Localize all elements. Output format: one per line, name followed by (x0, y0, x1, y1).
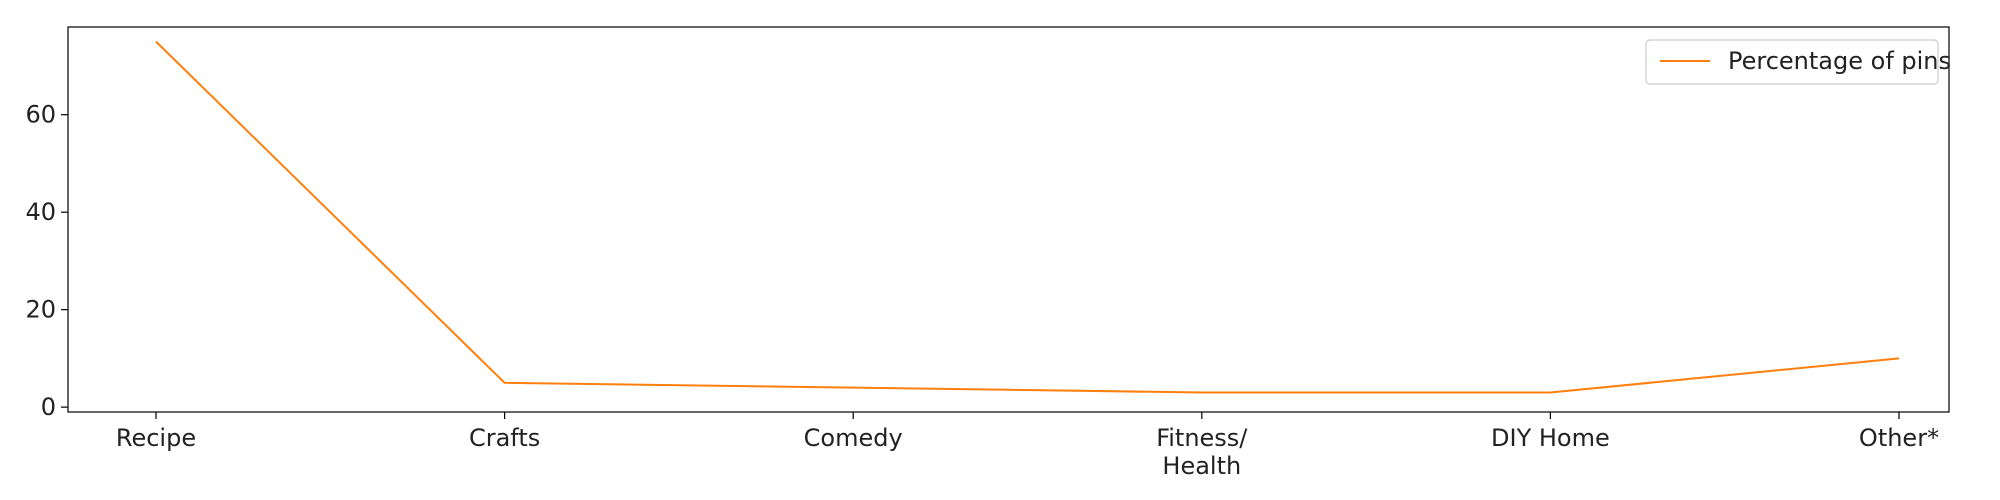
x-tick-label: Fitness/Health (1156, 424, 1248, 480)
x-tick-label-line: Other* (1859, 424, 1939, 452)
y-tick-label: 0 (41, 393, 56, 421)
x-tick-label: Other* (1859, 424, 1939, 452)
series-layer (155, 40, 1900, 394)
x-tick-label-line: Recipe (116, 424, 196, 452)
x-axis: Recipe Crafts Comedy Fitness/Health DIY Home… (116, 412, 1939, 480)
legend-box (1645, 39, 1939, 85)
x-tick-label: DIY Home (1491, 424, 1610, 452)
y-tick-label: 20 (25, 296, 56, 324)
x-tick-label-line: Fitness/ (1156, 424, 1248, 452)
x-tick-label-line: Health (1162, 452, 1241, 480)
x-tick-label: Comedy (804, 424, 903, 452)
y-tick-label: 40 (25, 198, 56, 226)
x-tick-label-line: Comedy (804, 424, 903, 452)
x-tick-label: Recipe (116, 424, 196, 452)
plot-frame (67, 26, 1950, 413)
y-axis: 0 20 40 60 (25, 101, 68, 421)
x-tick-label-line: DIY Home (1491, 424, 1610, 452)
legend-label: Percentage of pins (1728, 47, 1951, 75)
x-tick-label-line: Crafts (469, 424, 540, 452)
y-tick-label: 60 (25, 101, 56, 129)
x-tick-label: Crafts (469, 424, 540, 452)
legend: Percentage of pins (1645, 39, 1951, 85)
series-line (155, 40, 1900, 394)
